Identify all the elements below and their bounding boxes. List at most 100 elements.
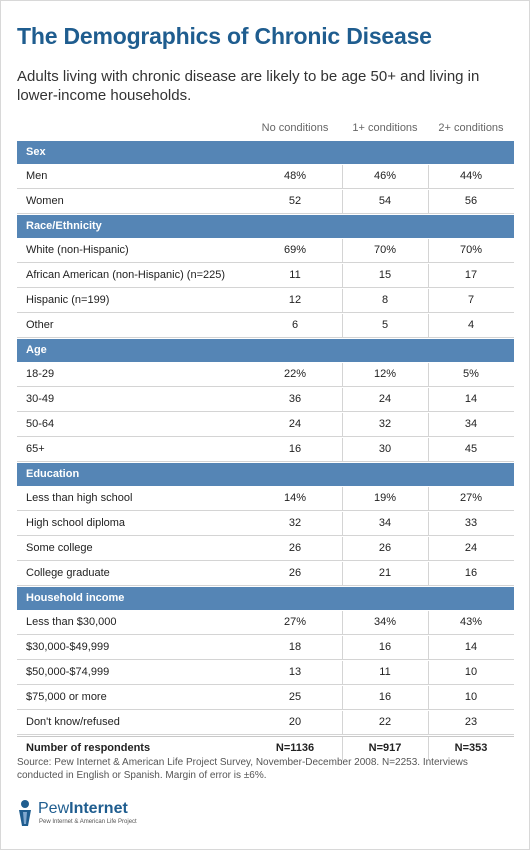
column-divider (342, 737, 343, 760)
section-title: Education (26, 468, 80, 480)
figure-subtitle: Adults living with chronic disease are l… (17, 68, 480, 104)
cell-no-conditions: 11 (289, 269, 301, 281)
row-label: Men (26, 170, 48, 182)
logo-word-internet: Internet (69, 800, 128, 817)
column-divider (428, 165, 429, 188)
table-row: 18-29 22% 12% 5% (17, 363, 514, 387)
column-divider (342, 165, 343, 188)
section-header-household-income: Household income (17, 587, 514, 610)
section-header-race-ethnicity: Race/Ethnicity (17, 215, 514, 238)
respondents-1plus-conditions: N=917 (368, 742, 402, 754)
table-row: Men 48% 46% 44% (17, 165, 514, 189)
column-divider (428, 314, 429, 337)
pew-logo-icon (19, 800, 31, 826)
column-divider (428, 737, 429, 760)
cell-2plus-conditions: 44% (459, 170, 483, 182)
row-label: Some college (26, 542, 93, 554)
cell-1plus-conditions: 11 (379, 666, 391, 678)
cell-2plus-conditions: 45 (464, 443, 478, 455)
source-note: Source: Pew Internet & American Life Pro… (17, 757, 468, 781)
cell-no-conditions: 69% (283, 244, 307, 256)
cell-2plus-conditions: 5% (463, 368, 479, 380)
column-divider (342, 661, 343, 684)
pew-internet-logo: PewInternet Pew Internet & American Life… (17, 799, 177, 829)
section-title: Race/Ethnicity (26, 220, 102, 232)
row-label: College graduate (26, 567, 110, 579)
cell-2plus-conditions: 23 (464, 716, 478, 728)
cell-1plus-conditions: 34 (378, 517, 392, 529)
cell-2plus-conditions: 24 (464, 542, 478, 554)
cell-1plus-conditions: 26 (378, 542, 392, 554)
respondents-2plus-conditions: N=353 (454, 742, 488, 754)
table-row: Don't know/refused 20 22 23 (17, 711, 514, 735)
row-label: Hispanic (n=199) (26, 294, 110, 306)
column-divider (342, 264, 343, 287)
cell-no-conditions: 32 (288, 517, 302, 529)
cell-1plus-conditions: 34% (373, 616, 397, 628)
cell-1plus-conditions: 16 (378, 691, 392, 703)
cell-2plus-conditions: 14 (464, 393, 478, 405)
column-header-no-conditions: No conditions (261, 122, 329, 134)
respondents-no-conditions: N=1136 (275, 742, 315, 754)
column-divider (342, 363, 343, 386)
row-label: $75,000 or more (26, 691, 107, 703)
cell-2plus-conditions: 70% (459, 244, 483, 256)
section-title: Age (26, 344, 47, 356)
table-row: $50,000-$74,999 13 11 10 (17, 661, 514, 685)
cell-1plus-conditions: 46% (373, 170, 397, 182)
cell-1plus-conditions: 24 (378, 393, 392, 405)
table-row: African American (non-Hispanic) (n=225) 1… (17, 264, 514, 288)
section-title: Sex (26, 146, 46, 158)
cell-1plus-conditions: 15 (378, 269, 392, 281)
row-label: Less than high school (26, 492, 133, 504)
column-divider (428, 661, 429, 684)
column-divider (428, 438, 429, 461)
column-divider (342, 711, 343, 734)
row-label: 30-49 (26, 393, 55, 405)
table-row: Women 52 54 56 (17, 190, 514, 214)
cell-2plus-conditions: 4 (467, 319, 475, 331)
column-divider (428, 413, 429, 436)
column-divider (342, 190, 343, 213)
cell-no-conditions: 36 (288, 393, 302, 405)
column-divider (342, 636, 343, 659)
cell-2plus-conditions: 34 (464, 418, 478, 430)
column-header-1plus-conditions: 1+ conditions (352, 122, 418, 134)
cell-no-conditions: 24 (288, 418, 302, 430)
respondents-label: Number of respondents (26, 742, 151, 754)
section-header-education: Education (17, 463, 514, 486)
cell-1plus-conditions: 12% (373, 368, 397, 380)
column-header-row: No conditions 1+ conditions 2+ condition… (17, 118, 514, 140)
column-divider (428, 264, 429, 287)
column-divider (342, 314, 343, 337)
row-label: 50-64 (26, 418, 55, 430)
table-row: College graduate 26 21 16 (17, 562, 514, 586)
cell-1plus-conditions: 22 (378, 716, 392, 728)
row-label: $30,000-$49,999 (26, 641, 110, 653)
cell-no-conditions: 6 (291, 319, 299, 331)
row-label: Other (26, 319, 54, 331)
column-divider (342, 388, 343, 411)
data-table: No conditions 1+ conditions 2+ condition… (17, 118, 514, 760)
column-divider (342, 686, 343, 709)
column-divider (428, 562, 429, 585)
cell-no-conditions: 52 (288, 195, 302, 207)
row-label: Women (26, 195, 64, 207)
cell-2plus-conditions: 14 (464, 641, 478, 653)
table-row: Some college 26 26 24 (17, 537, 514, 561)
cell-no-conditions: 18 (288, 641, 302, 653)
logo-tagline: Pew Internet & American Life Project (39, 819, 137, 825)
row-label: $50,000-$74,999 (26, 666, 110, 678)
cell-1plus-conditions: 54 (378, 195, 392, 207)
cell-no-conditions: 22% (283, 368, 307, 380)
cell-no-conditions: 14% (283, 492, 307, 504)
cell-no-conditions: 13 (288, 666, 302, 678)
cell-1plus-conditions: 5 (381, 319, 389, 331)
column-divider (428, 512, 429, 535)
cell-no-conditions: 12 (288, 294, 302, 306)
column-divider (428, 636, 429, 659)
column-divider (428, 537, 429, 560)
figure-title: The Demographics of Chronic Disease (17, 23, 432, 49)
column-divider (428, 239, 429, 262)
cell-1plus-conditions: 19% (373, 492, 397, 504)
